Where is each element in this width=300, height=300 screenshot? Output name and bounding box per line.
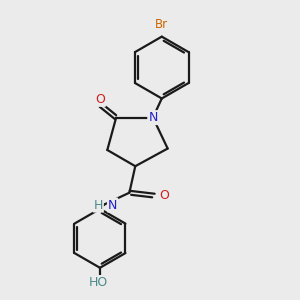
Text: H: H — [94, 199, 103, 212]
Text: O: O — [95, 93, 105, 106]
Text: N: N — [148, 111, 158, 124]
Text: N: N — [108, 199, 117, 212]
Text: O: O — [160, 189, 170, 202]
Text: Br: Br — [155, 18, 168, 31]
Text: HO: HO — [89, 276, 108, 289]
